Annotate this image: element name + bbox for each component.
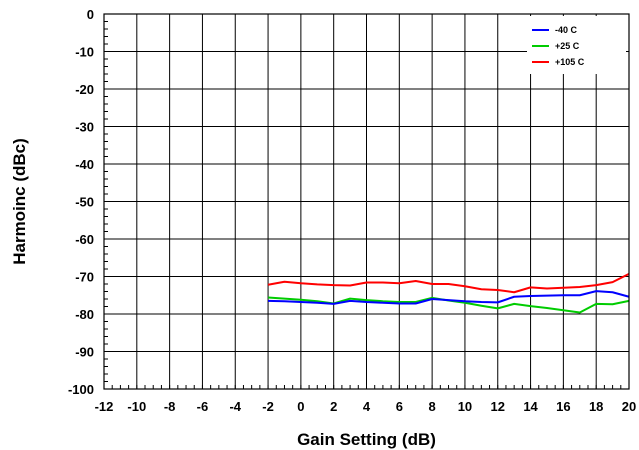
- y-tick-label: 0: [87, 7, 94, 22]
- x-axis-title: Gain Setting (dB): [297, 430, 436, 449]
- x-tick-label: 4: [363, 399, 371, 414]
- y-tick-label: -20: [75, 82, 94, 97]
- y-tick-label: -90: [75, 345, 94, 360]
- series-line: [267, 272, 630, 294]
- y-tick-label: -50: [75, 195, 94, 210]
- legend-label: +105 C: [555, 57, 585, 67]
- y-tick-label: -40: [75, 157, 94, 172]
- x-tick-label: -4: [229, 399, 241, 414]
- x-tick-label: 10: [458, 399, 472, 414]
- series-line: [268, 290, 630, 305]
- y-tick-label: -80: [75, 307, 94, 322]
- x-tick-labels: -12 -10 -8 -6 -4 -2 0 2 4 6 8 10 12 14 16 18 20: [95, 399, 637, 414]
- legend: -40 C +25 C +105 C: [527, 16, 626, 74]
- x-tick-label: 18: [589, 399, 603, 414]
- x-tick-label: 12: [491, 399, 505, 414]
- y-tick-label: -100: [68, 382, 94, 397]
- y-tick-label: -30: [75, 120, 94, 135]
- y-axis-title: Harmoinc (dBc): [10, 138, 29, 265]
- y-tick-label: -10: [75, 45, 94, 60]
- x-tick-label: 6: [396, 399, 403, 414]
- y-tick-label: -70: [75, 270, 94, 285]
- y-tick-labels: 0 -10 -20 -30 -40 -50 -60 -70 -80 -90 -100: [68, 7, 94, 397]
- plot-frame: [103, 13, 630, 390]
- x-tick-label: 14: [523, 399, 538, 414]
- y-tick-label: -60: [75, 232, 94, 247]
- legend-label: +25 C: [555, 41, 580, 51]
- x-tick-label: 20: [622, 399, 636, 414]
- x-tick-label: -2: [262, 399, 274, 414]
- x-tick-label: -12: [95, 399, 114, 414]
- x-tick-label: -6: [197, 399, 209, 414]
- series-lines: [267, 272, 630, 314]
- x-tick-label: 2: [330, 399, 337, 414]
- x-tick-label: -10: [127, 399, 146, 414]
- x-tick-label: 8: [429, 399, 436, 414]
- x-tick-label: 16: [556, 399, 570, 414]
- minor-ticks: [103, 13, 630, 390]
- x-tick-label: -8: [164, 399, 176, 414]
- legend-label: -40 C: [555, 25, 578, 35]
- x-tick-label: 0: [297, 399, 304, 414]
